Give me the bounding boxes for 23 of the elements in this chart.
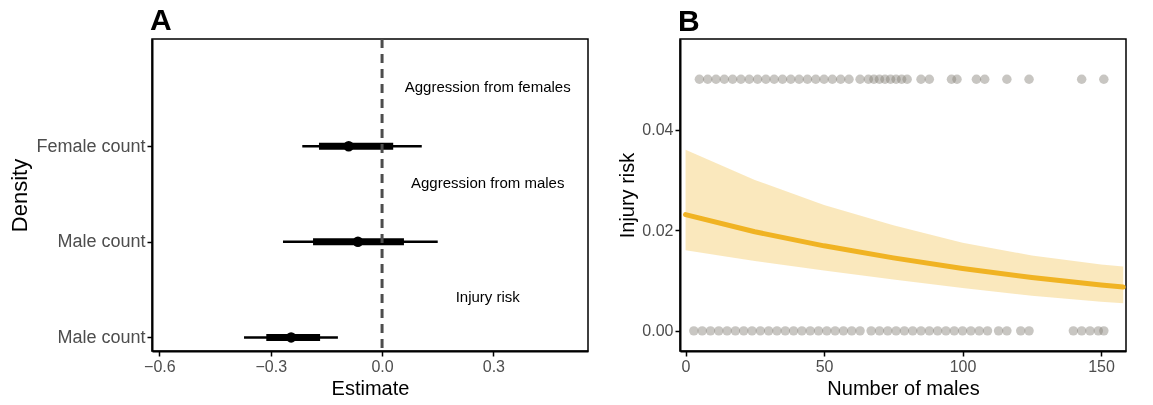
x-tick-label: −0.6 [144,357,176,375]
y-tick-label: 0.00 [642,322,674,340]
y-axis-title: Injury risk [616,151,639,239]
y-tick-label: 0.02 [642,221,674,239]
y-tick-label: Female count [36,135,146,156]
x-tick-label: −0.3 [255,357,288,375]
x-tick-label: 0.0 [371,357,394,375]
x-tick-label: 50 [815,357,834,375]
x-tick-label: 100 [949,357,977,375]
x-tick-label: 0.3 [482,357,506,375]
y-tick-label: Male count [57,326,146,347]
y-tick-label: Male count [57,231,146,252]
y-axis-title: Density [7,158,33,233]
x-tick-label: 0 [681,357,691,375]
x-tick-label: 150 [1088,357,1116,375]
x-axis-title: Number of males [827,376,980,399]
chart-title: B [678,4,700,37]
chart-title: A [150,2,172,36]
annotation: Aggression from males [411,173,565,191]
y-tick-label: 0.04 [642,121,674,139]
annotation: Aggression from females [404,78,571,96]
annotation: Injury risk [455,288,521,306]
x-axis-title: Estimate [331,376,410,399]
